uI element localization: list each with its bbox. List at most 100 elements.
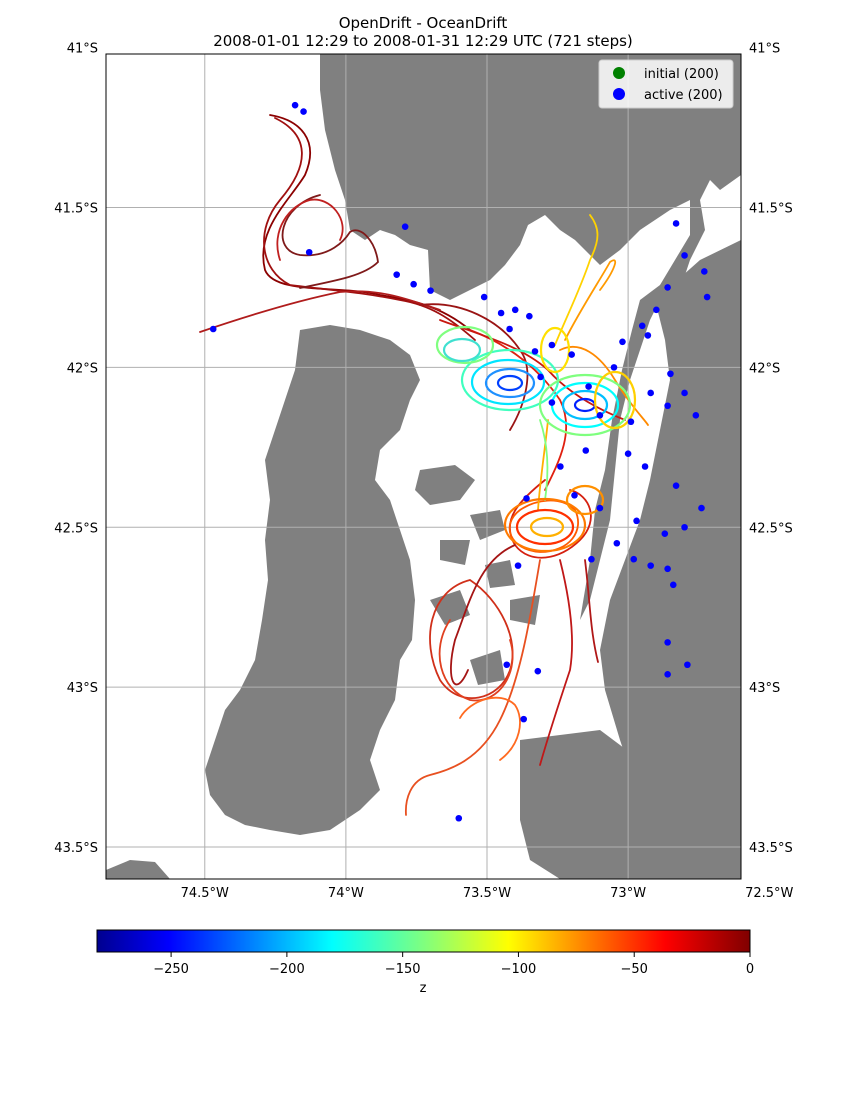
active-particle xyxy=(596,504,604,512)
active-particle xyxy=(427,287,434,294)
active-particle xyxy=(514,562,522,569)
eddy-east-outer xyxy=(538,373,632,437)
active-particle xyxy=(557,463,564,470)
active-particle xyxy=(692,412,700,419)
land-southeast-coast xyxy=(520,730,700,879)
legend-initial-marker xyxy=(613,67,625,79)
active-particle xyxy=(300,108,307,115)
active-particle xyxy=(401,223,409,230)
trajectory-south-west xyxy=(450,544,516,686)
active-particle xyxy=(684,661,691,669)
trajectory-center-red xyxy=(469,329,568,491)
eddy-south-mid xyxy=(515,508,575,546)
colorbar-tick-label: −100 xyxy=(501,962,537,977)
active-particle xyxy=(664,284,671,291)
trajectory-south-red xyxy=(509,479,592,559)
active-particle xyxy=(638,322,646,330)
eddy-northwest-2 xyxy=(442,337,482,363)
active-particle xyxy=(664,565,671,573)
trajectory-central-green xyxy=(539,419,549,501)
eddy-west-core xyxy=(496,374,524,392)
active-particle xyxy=(701,268,708,275)
map-plot-area xyxy=(106,54,741,879)
active-particle xyxy=(537,373,544,381)
trajectory-south-east xyxy=(539,559,573,766)
y-tick-label-right: 43°S xyxy=(749,681,780,696)
colorbar-gradient xyxy=(96,929,751,953)
trajectory-west xyxy=(199,290,441,333)
active-particle xyxy=(588,555,595,563)
trajectory-south-orange xyxy=(508,499,579,553)
y-tick-label-right: 41.5°S xyxy=(749,201,793,216)
active-particle xyxy=(571,491,578,499)
active-particle xyxy=(653,306,660,314)
legend-initial-label: initial (200) xyxy=(644,67,719,82)
active-particle xyxy=(664,402,671,410)
active-particle xyxy=(633,517,640,525)
legend-active-label: active (200) xyxy=(644,88,723,103)
active-particle xyxy=(703,293,711,301)
x-tick-label: 72.5°W xyxy=(745,886,793,901)
active-particle xyxy=(647,389,654,397)
eddy-east-inner xyxy=(561,389,609,421)
y-tick-label-left: 43°S xyxy=(67,681,98,696)
active-particle xyxy=(209,325,217,333)
active-particle xyxy=(291,101,299,109)
x-tick-label: 74.5°W xyxy=(181,886,229,901)
axis-ticks: 74.5°W 74°W 73.5°W 73°W 72.5°W 41°S 41°S 41.5°S… xyxy=(54,42,793,901)
active-particle xyxy=(681,389,688,397)
x-tick-label: 73.5°W xyxy=(463,886,511,901)
active-particle xyxy=(596,412,604,419)
colorbar-ticks: −250 −200 −150 −100 −50 0 xyxy=(153,952,754,977)
trajectory-west-2 xyxy=(276,198,344,261)
chart-title: OpenDrift - OceanDrift xyxy=(339,14,508,32)
trajectory-yellow-north xyxy=(554,214,599,346)
active-particle xyxy=(647,562,654,569)
active-particle xyxy=(667,370,674,378)
land-mainland-east xyxy=(600,240,741,879)
legend-active-marker xyxy=(613,88,625,100)
axes-frame xyxy=(105,53,742,880)
active-particle xyxy=(393,271,400,278)
colorbar: −250 −200 −150 −100 −50 0 z xyxy=(96,929,754,996)
active-particle xyxy=(526,312,533,320)
trajectory-south-loop-1 xyxy=(429,579,514,699)
y-tick-label-right: 42°S xyxy=(749,361,780,376)
active-particle xyxy=(641,463,649,470)
y-tick-label-right: 43.5°S xyxy=(749,841,793,856)
active-particle xyxy=(672,220,680,227)
land-south-tip xyxy=(106,860,170,879)
active-particle xyxy=(511,306,519,314)
trajectory-north-1 xyxy=(262,114,471,331)
x-tick-label: 73°W xyxy=(610,886,646,901)
eddy-south-outer xyxy=(503,497,587,553)
active-particle xyxy=(664,639,671,646)
active-particle xyxy=(523,495,530,502)
active-particle xyxy=(410,280,417,288)
active-particle xyxy=(613,539,621,547)
colorbar-label: z xyxy=(420,981,427,996)
colorbar-tick-label: −50 xyxy=(621,962,648,977)
active-particle xyxy=(610,364,618,371)
y-tick-label-left: 43.5°S xyxy=(54,841,98,856)
eddy-south-inner xyxy=(529,516,565,538)
active-particle xyxy=(548,341,556,349)
y-tick-label-left: 41°S xyxy=(67,42,98,57)
trajectory-south-se xyxy=(584,559,599,663)
trajectory-central-channel xyxy=(537,419,549,511)
active-particle xyxy=(661,530,669,537)
active-particle xyxy=(568,351,575,358)
eddy-west-mid xyxy=(470,358,546,406)
trajectory-south-loop-2 xyxy=(438,619,514,702)
active-particle xyxy=(698,504,705,512)
y-tick-label-right: 41°S xyxy=(749,42,780,57)
land-chiloe-island xyxy=(205,325,420,835)
active-particle xyxy=(548,399,556,406)
land-mainland-north xyxy=(320,54,741,620)
y-tick-label-left: 41.5°S xyxy=(54,201,98,216)
chart-subtitle: 2008-01-01 12:29 to 2008-01-31 12:29 UTC… xyxy=(213,32,633,50)
eddy-east-yellow xyxy=(593,370,637,430)
active-particle xyxy=(520,715,527,723)
y-tick-label-left: 42°S xyxy=(67,361,98,376)
